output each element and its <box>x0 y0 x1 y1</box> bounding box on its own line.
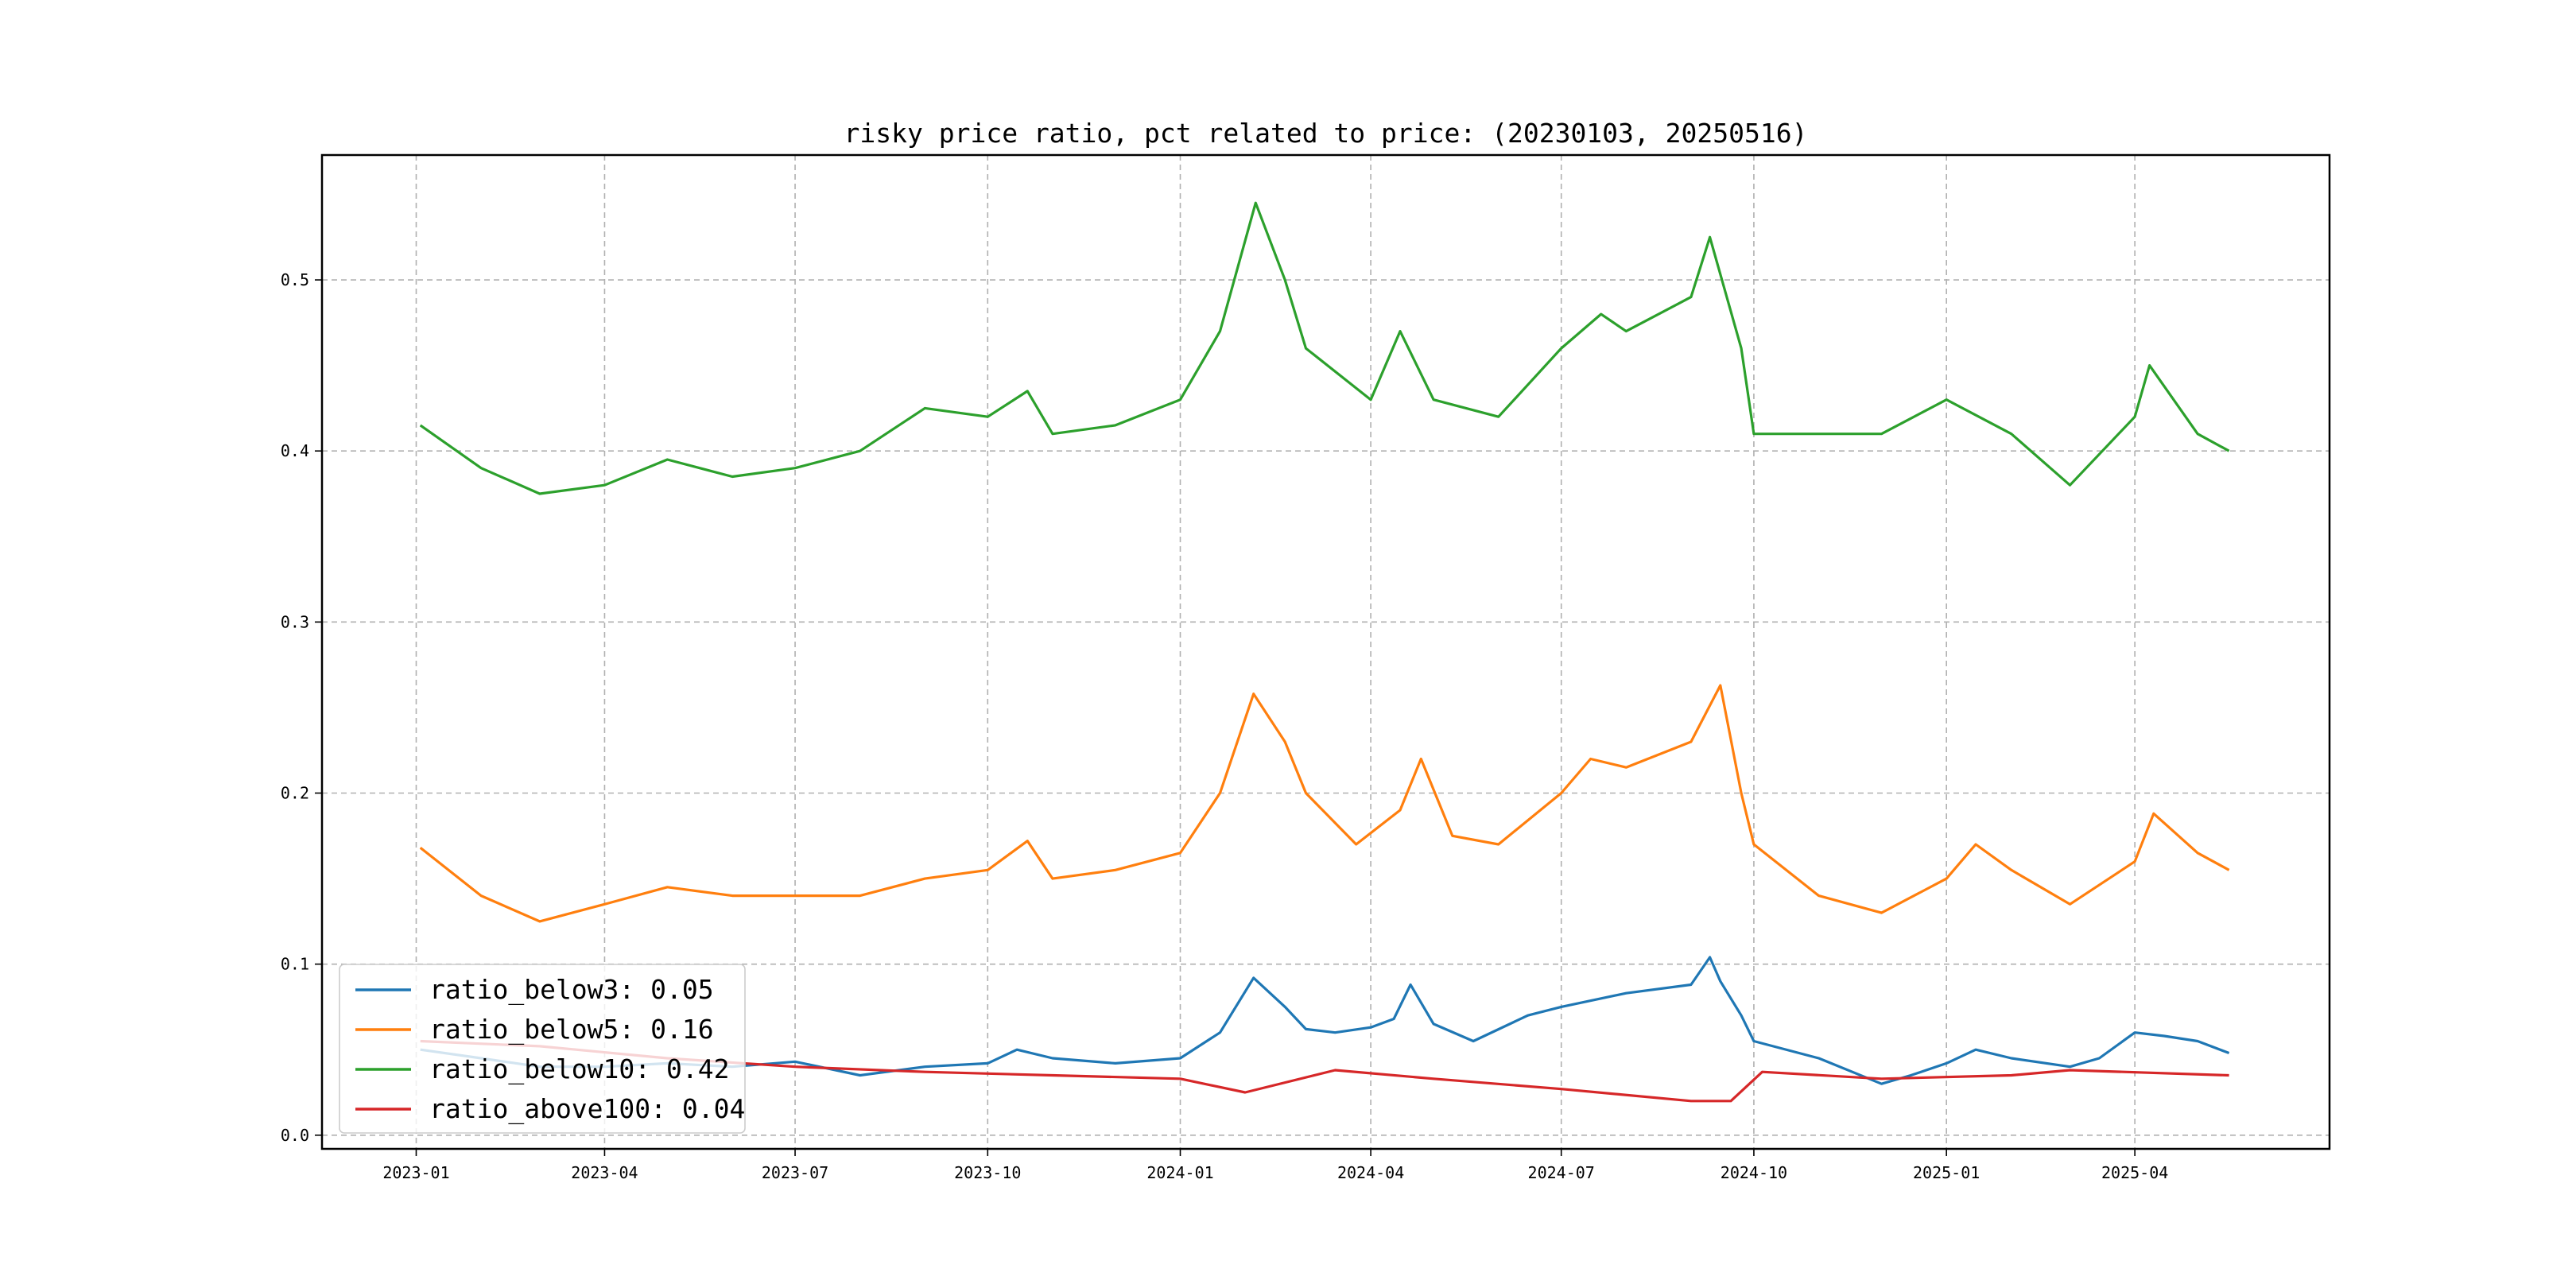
series-lines <box>419 201 2230 1103</box>
x-tick-label: 2023-01 <box>382 1163 449 1182</box>
x-tick-label: 2023-04 <box>571 1163 638 1182</box>
series-line-0 <box>420 956 2230 1085</box>
legend-box <box>339 964 746 1134</box>
y-tick-label: 0.5 <box>281 270 309 289</box>
y-tick-label: 0.3 <box>281 612 309 631</box>
y-tick-label: 0.1 <box>281 955 309 974</box>
x-tick-label: 2023-10 <box>954 1163 1021 1182</box>
legend-label: ratio_below10: 0.42 <box>429 1053 730 1085</box>
x-tick-label: 2024-10 <box>1721 1163 1787 1182</box>
plot-frame <box>320 153 2331 1150</box>
y-tick-label: 0.2 <box>281 783 309 802</box>
x-tick-label: 2024-04 <box>1337 1163 1404 1182</box>
chart-title: risky price ratio, pct related to price:… <box>844 118 1808 149</box>
x-tick-label: 2024-07 <box>1528 1163 1595 1182</box>
axes: 2023-01 2023-04 2023-07 2023-10 2024-01 2024-… <box>281 270 2168 1182</box>
x-tick-label: 2025-04 <box>2101 1163 2168 1182</box>
legend-label: ratio_above100: 0.04 <box>429 1093 745 1125</box>
x-tick-label: 2023-07 <box>762 1163 828 1182</box>
series-line-3 <box>420 1039 2229 1103</box>
legend-label: ratio_below5: 0.16 <box>429 1014 714 1046</box>
y-tick-label: 0.4 <box>281 441 309 460</box>
y-tick-label: 0.0 <box>281 1126 309 1145</box>
x-tick-label: 2024-01 <box>1146 1163 1213 1182</box>
grid <box>322 155 2330 1149</box>
legend-label: ratio_below3: 0.05 <box>429 974 714 1006</box>
series-line-1 <box>419 684 2230 923</box>
series-line-2 <box>419 201 2230 495</box>
legend[interactable]: ratio_below3: 0.05 ratio_below5: 0.16 rati… <box>339 964 746 1134</box>
x-tick-label: 2025-01 <box>1913 1163 1980 1182</box>
